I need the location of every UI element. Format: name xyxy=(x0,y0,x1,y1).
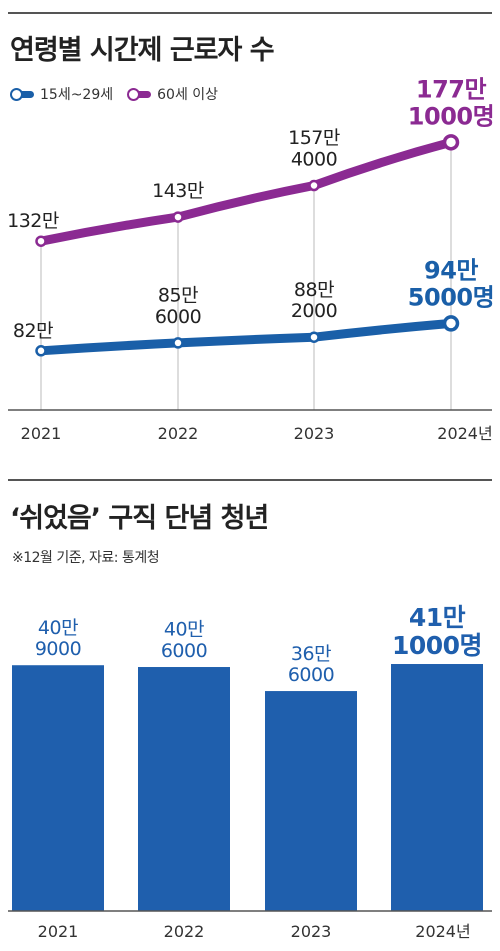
data-label-senior-3: 177만 1000명 xyxy=(408,75,494,130)
bar-x-tick-0: 2021 xyxy=(38,922,79,941)
series-line-youth xyxy=(36,318,456,356)
bar-3 xyxy=(391,664,483,911)
bar-1 xyxy=(138,667,230,911)
point-senior-3 xyxy=(442,134,460,151)
data-label-youth-2: 88만 2000 xyxy=(291,279,337,322)
bar-label-0: 40만 9000 xyxy=(35,617,81,660)
data-label-youth-1: 85만 6000 xyxy=(155,285,201,328)
data-label-senior-1: 143만 xyxy=(152,180,204,202)
data-label-youth-3: 94만 5000명 xyxy=(408,257,494,312)
point-youth-0 xyxy=(35,345,47,357)
bar-x-tick-1: 2022 xyxy=(164,922,205,941)
legend-youth-marker xyxy=(10,87,34,101)
point-senior-0 xyxy=(35,235,47,247)
data-label-senior-2: 157만 4000 xyxy=(288,127,340,170)
point-youth-2 xyxy=(308,331,320,343)
series-line-senior xyxy=(36,137,456,246)
bar-label-2: 36만 6000 xyxy=(288,643,334,686)
bar-x-tick-2: 2023 xyxy=(291,922,332,941)
legend-youth-label: 15세~29세 xyxy=(40,87,114,103)
legend-item-senior: 60세 이상 xyxy=(127,84,219,104)
legend-item-youth: 15세~29세 xyxy=(10,84,114,104)
data-label-youth-0: 82만 xyxy=(13,320,53,342)
line-x-tick-2: 2023 xyxy=(294,424,335,443)
bar-label-1: 40만 6000 xyxy=(161,619,207,662)
point-senior-1 xyxy=(172,211,184,223)
legend-senior-label: 60세 이상 xyxy=(157,87,219,103)
source-note: ※12월 기준, 자료: 통계청 xyxy=(12,550,160,566)
line-chart-title: 연령별 시간제 근로자 수 xyxy=(10,35,275,66)
point-senior-2 xyxy=(308,179,320,192)
bar-label-3: 41만 1000명 xyxy=(392,603,482,660)
line-x-tick-0: 2021 xyxy=(21,424,62,443)
line-x-tick-1: 2022 xyxy=(158,424,199,443)
point-youth-3 xyxy=(442,315,460,332)
line-legend: 15세~29세 60세 이상 xyxy=(10,84,234,104)
bar-x-tick-3: 2024년 xyxy=(415,922,470,941)
legend-senior-marker xyxy=(127,87,152,101)
bar-chart-title: ‘쉬었음’ 구직 단념 청년 xyxy=(10,503,269,534)
bar-0 xyxy=(12,665,104,911)
section-rule xyxy=(8,479,492,481)
data-label-senior-0: 132만 xyxy=(7,210,59,232)
line-x-tick-3: 2024년 xyxy=(437,424,492,443)
bar-2 xyxy=(265,691,357,911)
point-youth-1 xyxy=(172,337,184,349)
top-rule xyxy=(8,12,492,14)
